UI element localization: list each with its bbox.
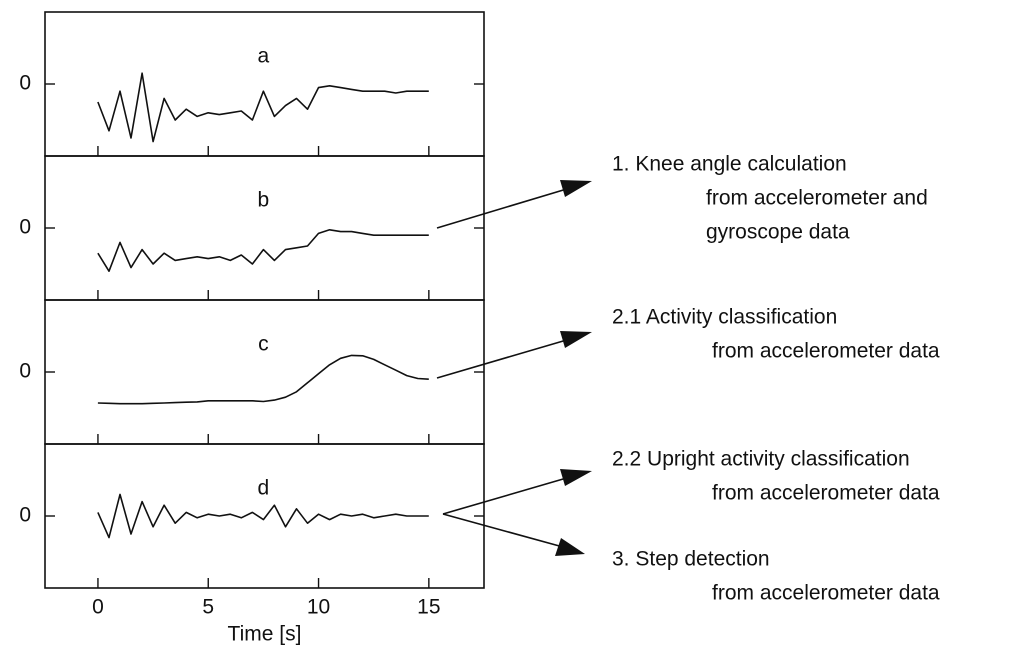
x-tick-label: 10 [307, 596, 330, 619]
panel-label: d [258, 477, 270, 500]
x-tick-label: 15 [417, 596, 440, 619]
annotation-line: 2.1 Activity classification [612, 306, 837, 329]
arrow-head [560, 180, 592, 197]
annotation-line: 1. Knee angle calculation [612, 153, 847, 176]
arrow-head [560, 469, 592, 486]
annotation-line: 2.2 Upright activity classification [612, 448, 910, 471]
y-tick-label: 0 [19, 504, 31, 527]
panel-frame [44, 11, 485, 157]
y-tick-label: 0 [19, 72, 31, 95]
annotation-line: from accelerometer data [712, 482, 940, 505]
annotation-line: 3. Step detection [612, 548, 770, 571]
arrows [436, 180, 592, 556]
panel-label: c [258, 333, 269, 356]
signal-trace [97, 72, 429, 143]
arrow [442, 513, 564, 548]
annotation-line: gyroscope data [706, 221, 850, 244]
panel-frame [44, 299, 485, 445]
x-axis-label: Time [s] [228, 623, 302, 646]
y-tick-label: 0 [19, 360, 31, 383]
panel-label: b [258, 189, 270, 212]
x-tick-label: 5 [202, 596, 214, 619]
arrow [436, 187, 571, 229]
arrow-head [555, 538, 585, 556]
signal-trace [97, 229, 429, 272]
x-tick-label: 0 [92, 596, 104, 619]
panel-label: a [258, 45, 270, 68]
signal-trace [97, 493, 429, 539]
signal-trace [97, 354, 429, 405]
y-tick-label: 0 [19, 216, 31, 239]
annotation-line: from accelerometer data [712, 340, 940, 363]
arrow-head [560, 331, 592, 348]
arrow [436, 338, 571, 379]
annotation-line: from accelerometer and [706, 187, 928, 210]
annotation-line: from accelerometer data [712, 582, 940, 605]
arrow [442, 476, 571, 515]
panel-frame [44, 155, 485, 301]
